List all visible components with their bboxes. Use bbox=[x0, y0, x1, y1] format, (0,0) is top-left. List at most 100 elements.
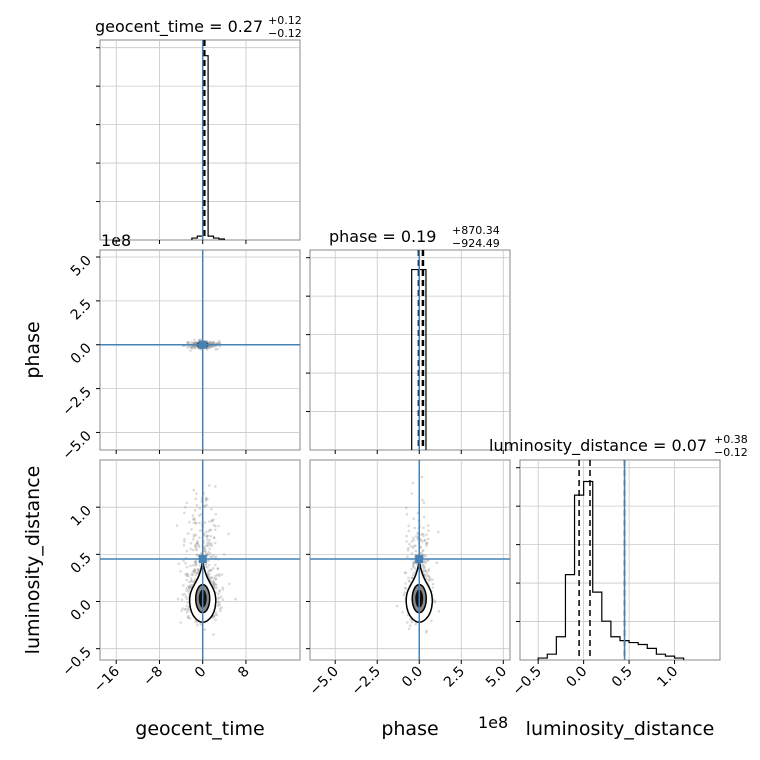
scatter-point bbox=[431, 578, 434, 581]
scatter-point bbox=[194, 547, 198, 550]
scatter-point bbox=[176, 597, 180, 601]
scatter-point bbox=[195, 562, 198, 566]
scatter-point bbox=[206, 566, 209, 569]
scatter-point bbox=[185, 611, 189, 614]
scatter-point bbox=[194, 568, 197, 571]
scatter-point bbox=[412, 561, 415, 565]
scatter-point bbox=[412, 560, 416, 564]
scatter-point bbox=[208, 541, 211, 545]
scatter-point bbox=[188, 586, 191, 589]
scatter-point bbox=[221, 598, 225, 601]
scatter-point bbox=[214, 563, 217, 567]
scatter-point bbox=[435, 561, 439, 564]
scatter-point bbox=[433, 600, 437, 603]
scatter-point bbox=[205, 544, 208, 548]
scatter-point bbox=[209, 576, 213, 579]
scatter-point bbox=[208, 341, 211, 345]
scatter-point bbox=[197, 545, 201, 549]
scatter-point bbox=[209, 341, 212, 344]
scatter-point bbox=[410, 545, 413, 548]
scatter-point bbox=[210, 555, 213, 559]
scatter-point bbox=[191, 573, 194, 577]
scatter-point bbox=[410, 576, 414, 579]
scatter-point bbox=[406, 555, 409, 558]
scatter-point bbox=[411, 576, 414, 580]
scatter-point bbox=[183, 592, 186, 596]
scatter-point bbox=[212, 581, 216, 585]
scatter-point bbox=[395, 604, 399, 608]
scatter-point bbox=[187, 614, 190, 618]
scatter-point bbox=[429, 578, 432, 581]
scatter-point bbox=[214, 555, 218, 558]
scatter-point bbox=[412, 538, 416, 542]
scatter-point bbox=[216, 604, 219, 608]
scatter-point bbox=[407, 529, 411, 533]
scatter-point bbox=[197, 570, 200, 573]
scatter-point bbox=[194, 342, 197, 345]
scatter-point bbox=[187, 345, 191, 349]
scatter-point bbox=[185, 565, 189, 569]
scatter-point bbox=[186, 341, 189, 344]
scatter-point bbox=[214, 577, 217, 581]
scatter-point bbox=[404, 587, 408, 590]
scatter-point bbox=[218, 602, 221, 606]
scatter-point bbox=[217, 339, 221, 343]
scatter-point bbox=[212, 536, 216, 539]
scatter-point bbox=[212, 518, 215, 521]
tick-label-phase: 5.0 bbox=[483, 664, 510, 691]
scatter-point bbox=[433, 600, 436, 604]
scatter-point bbox=[424, 542, 428, 545]
scatter-point bbox=[180, 609, 183, 612]
scatter-point bbox=[215, 583, 218, 587]
scatter-point bbox=[186, 346, 189, 349]
scatter-point bbox=[196, 539, 199, 543]
scatter-point bbox=[412, 573, 415, 577]
scatter-point bbox=[198, 536, 201, 539]
title-phase-plus: +870.34 bbox=[452, 224, 500, 237]
scatter-point bbox=[207, 346, 211, 349]
panel-frame-pl bbox=[309, 459, 511, 661]
scatter-point bbox=[217, 592, 220, 596]
panel-frame-p_hist bbox=[309, 249, 511, 451]
scatter-point bbox=[421, 550, 424, 553]
scatter-point bbox=[212, 341, 215, 345]
scatter-point bbox=[189, 564, 192, 568]
tick-label-phase-y: −2.5 bbox=[59, 384, 94, 419]
scatter-point bbox=[208, 345, 212, 348]
scatter-point bbox=[206, 572, 210, 575]
scatter-point bbox=[220, 573, 224, 576]
scatter-point bbox=[422, 515, 426, 519]
scatter-point bbox=[207, 569, 210, 573]
scatter-point bbox=[190, 345, 193, 349]
scatter-point bbox=[212, 567, 215, 570]
scatter-point bbox=[193, 341, 197, 345]
scatter-point bbox=[405, 506, 408, 510]
tick-label-phase: −2.5 bbox=[349, 664, 384, 699]
scatter-point bbox=[197, 543, 200, 547]
scatter-point bbox=[192, 342, 195, 345]
scatter-point bbox=[194, 564, 197, 567]
panel-frame-gp bbox=[99, 249, 301, 451]
scatter-point bbox=[214, 528, 217, 531]
scatter-point bbox=[217, 596, 221, 599]
scatter-point bbox=[405, 540, 408, 543]
scatter-point bbox=[212, 340, 216, 344]
tick-label-phase-y: 2.5 bbox=[68, 296, 95, 323]
scatter-point bbox=[411, 481, 415, 485]
scatter-point bbox=[193, 569, 197, 572]
scatter-point bbox=[407, 627, 411, 631]
scatter-point bbox=[192, 548, 195, 552]
scatter-point bbox=[187, 341, 190, 344]
scatter-point bbox=[404, 571, 407, 575]
scatter-point bbox=[195, 492, 198, 495]
scatter-point bbox=[420, 475, 424, 479]
scatter-point bbox=[214, 618, 217, 621]
scatter-point bbox=[416, 532, 420, 536]
scatter-point bbox=[193, 346, 196, 349]
scatter-point bbox=[423, 560, 426, 564]
scatter-point bbox=[183, 540, 186, 543]
scatter-point bbox=[199, 622, 202, 626]
title-geocent-time-plus: +0.12 bbox=[268, 14, 302, 27]
scatter-point bbox=[214, 586, 217, 589]
